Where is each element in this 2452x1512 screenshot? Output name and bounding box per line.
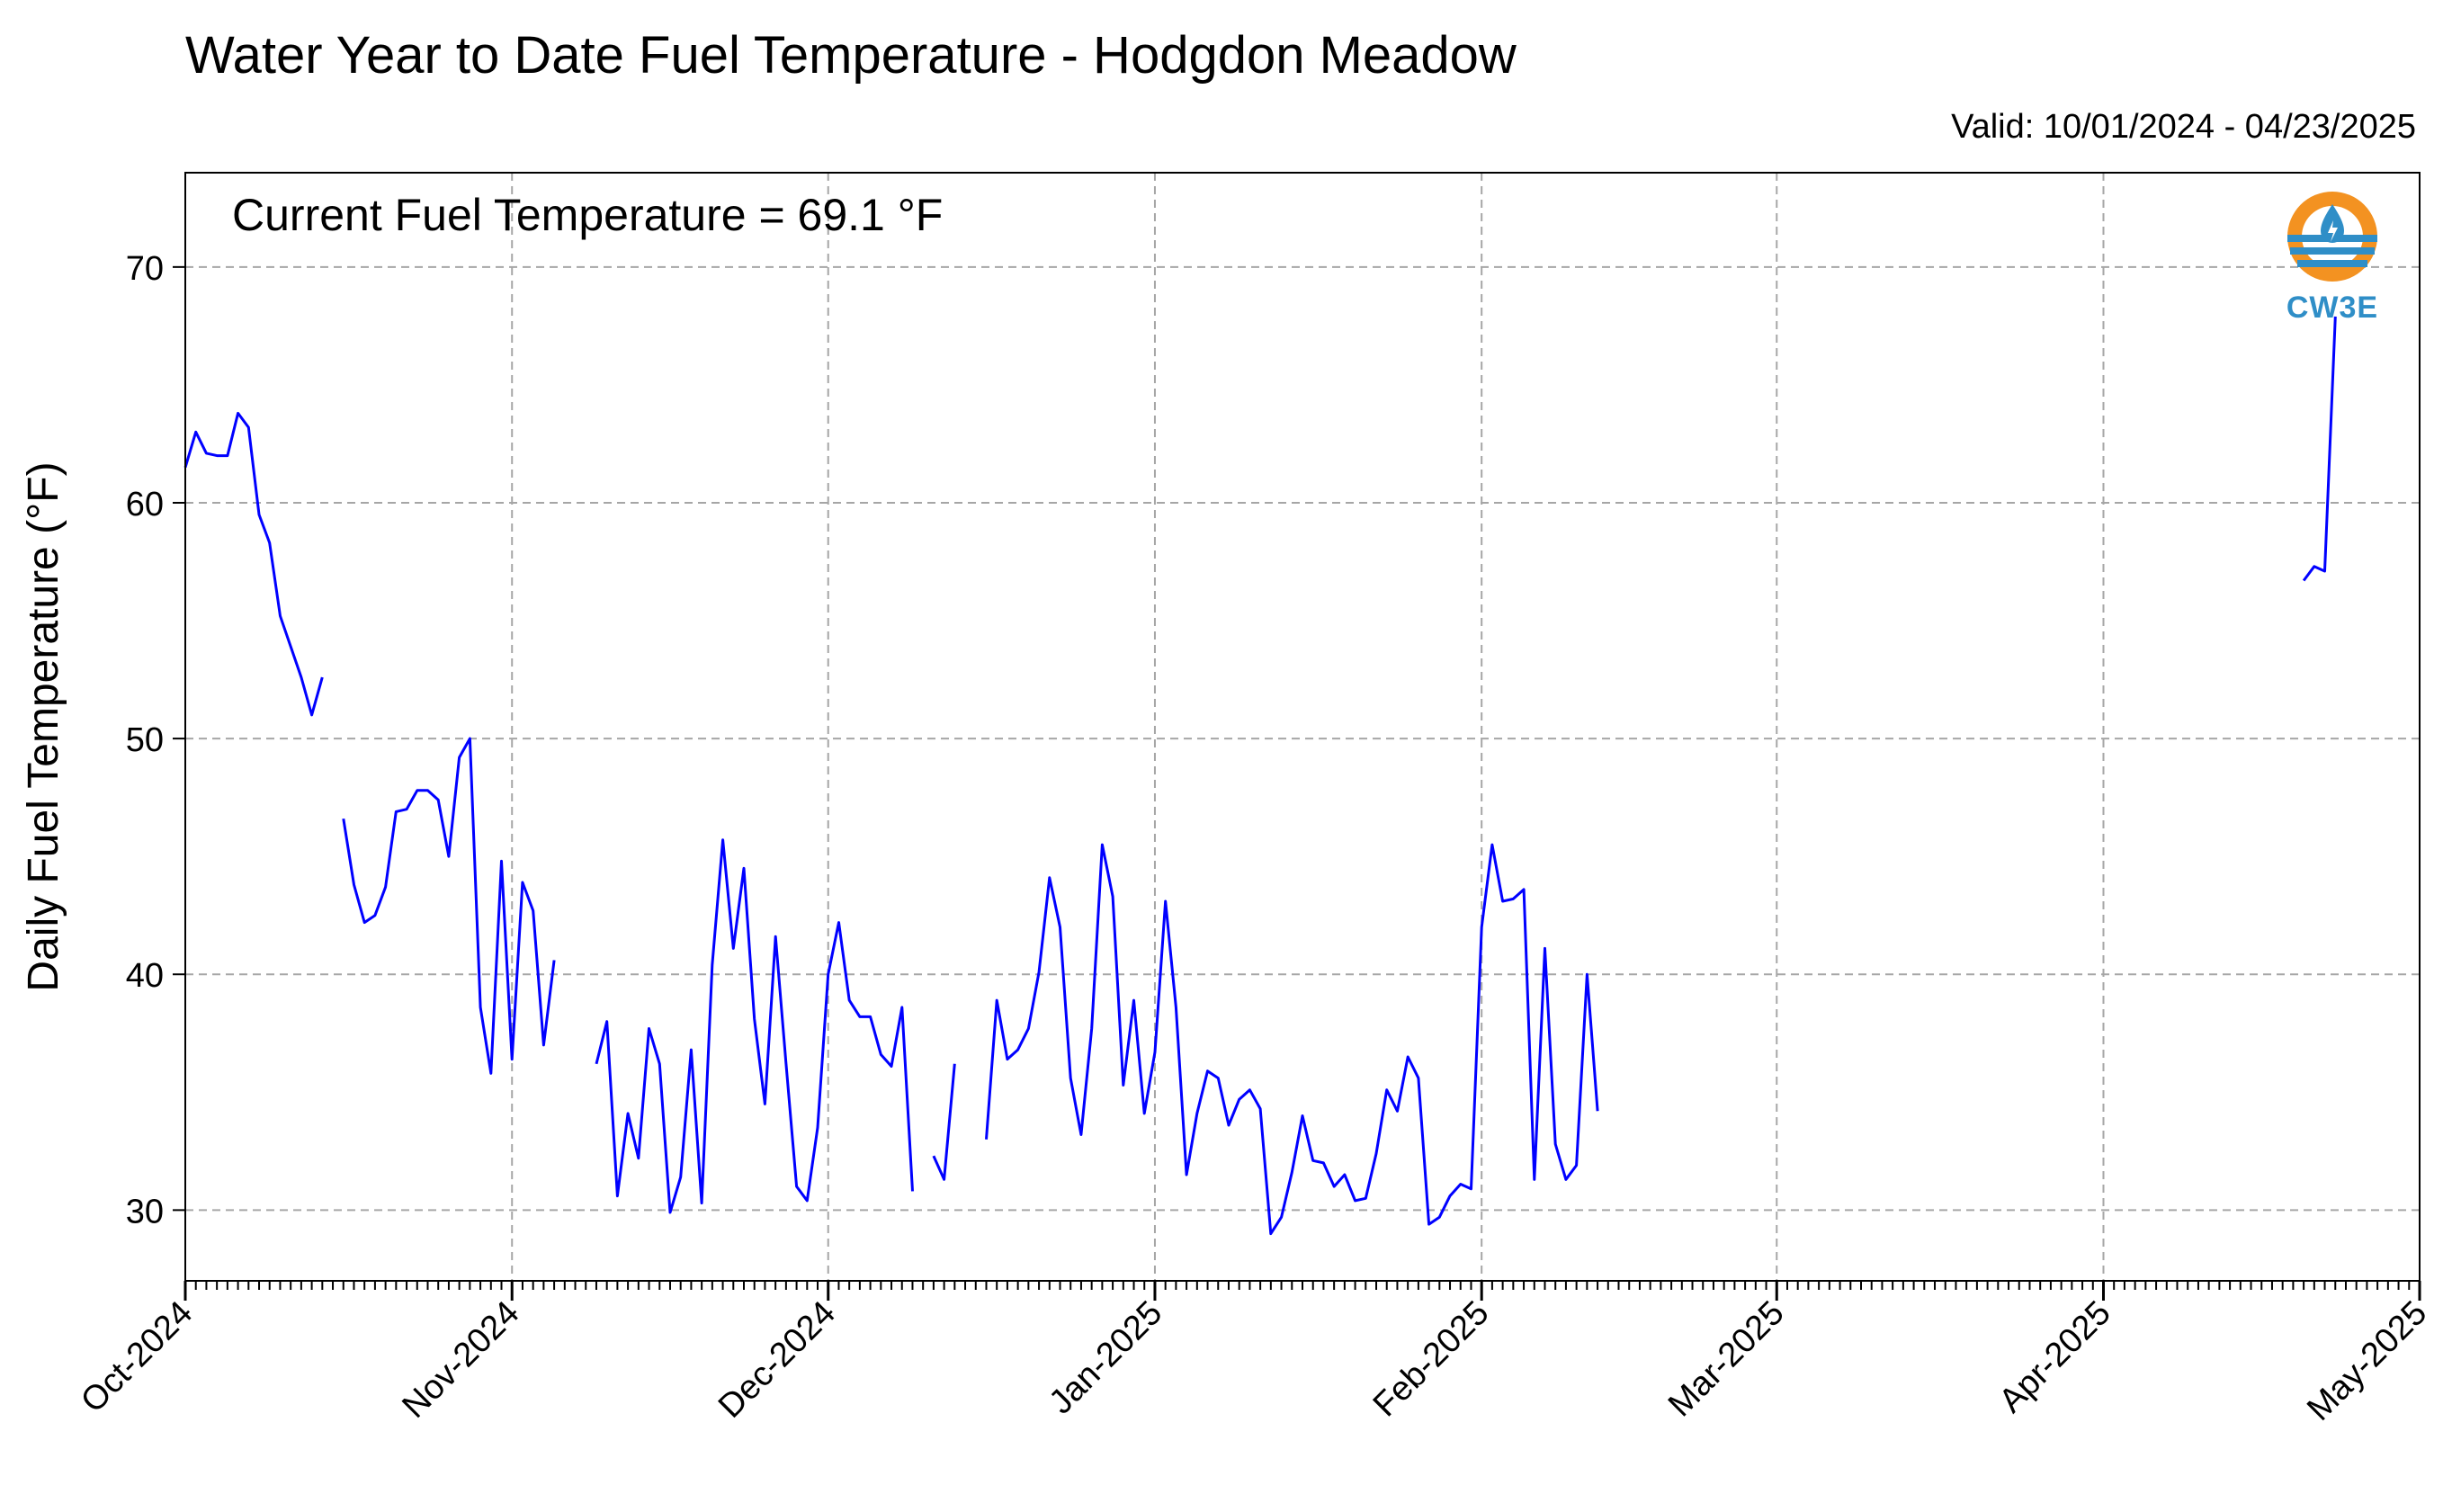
cw3e-logo: CW3E	[2274, 184, 2391, 328]
series-layer	[183, 316, 2337, 1236]
x-tick-label: Apr-2025	[1992, 1294, 2118, 1420]
x-tick-label: May-2025	[2300, 1294, 2434, 1428]
series-line-segment	[595, 838, 914, 1214]
axis-ticks	[173, 265, 2421, 1301]
x-tick-label: Nov-2024	[395, 1294, 526, 1426]
x-tick-label: Oct-2024	[74, 1294, 200, 1420]
x-tick-label: Feb-2025	[1366, 1294, 1497, 1425]
series-line-segment	[2302, 316, 2337, 582]
y-tick-label: 40	[126, 957, 164, 995]
y-tick-label: 60	[126, 486, 164, 523]
x-tick-label: Mar-2025	[1661, 1294, 1792, 1425]
grid-lines	[184, 173, 2421, 1281]
current-fuel-temperature: Current Fuel Temperature = 69.1 °F	[232, 190, 944, 240]
chart-title: Water Year to Date Fuel Temperature - Ho…	[185, 26, 1517, 85]
y-tick-label: 50	[126, 721, 164, 759]
y-axis-label: Daily Fuel Temperature (°F)	[20, 461, 67, 991]
y-tick-label: 30	[126, 1193, 164, 1230]
series-line-segment	[183, 411, 324, 717]
tick-labels: 30 40 50 60 70 Oct-2024 Nov-2024 Dec-2024 Jan-20…	[74, 250, 2434, 1428]
series-line-segment	[342, 737, 556, 1075]
series-line-segment	[932, 1063, 956, 1181]
cw3e-logo-text: CW3E	[2286, 291, 2379, 325]
y-tick-label: 70	[126, 250, 164, 288]
x-tick-label: Dec-2024	[711, 1294, 843, 1426]
valid-date-range: Valid: 10/01/2024 - 04/23/2025	[1951, 108, 2416, 146]
cw3e-logo-mark	[2287, 192, 2377, 282]
x-tick-label: Jan-2025	[1043, 1294, 1170, 1422]
series-line-segment	[985, 843, 1599, 1236]
